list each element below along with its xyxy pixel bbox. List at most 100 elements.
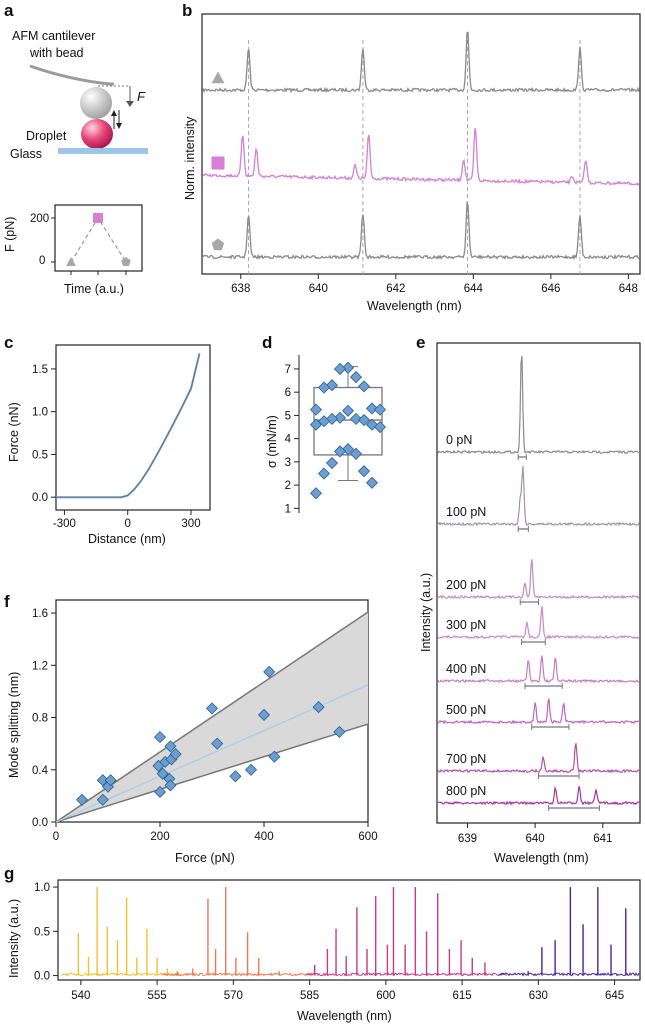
d-point-23 (317, 467, 331, 480)
d-point-22 (357, 465, 371, 478)
f-point-4 (104, 774, 117, 787)
panel-c-xlabel: Distance (nm) (88, 532, 166, 546)
f-point-17 (229, 770, 242, 783)
panel-b-label: b (182, 1, 192, 20)
f-xtick-label-1: 200 (150, 831, 169, 843)
f-band-lower-edge (55, 723, 369, 823)
panel-d-label: d (262, 333, 272, 352)
d-point-7 (309, 403, 323, 416)
force-symbol: F (137, 89, 146, 104)
panel-b-xlabel: Wavelength (nm) (367, 299, 462, 313)
panel-b-xticks: 638 640 642 644 646 648 (231, 274, 638, 295)
f-point-13 (164, 779, 177, 792)
e-series-3 (437, 606, 640, 640)
f-ytick-label-4: 1.6 (32, 608, 48, 620)
g-baseline-2 (304, 971, 508, 977)
inset-point-pentagon (121, 257, 131, 267)
g-xtick-label-4: 600 (376, 990, 395, 1002)
d-ytick-label-1: 2 (285, 480, 291, 492)
glass-slide (58, 148, 148, 154)
panel-c-ticks: -300 0 300 0.0 0.5 1.0 1.5 (32, 364, 201, 530)
e-series-label-4: 400 pN (446, 662, 486, 676)
d-point-4 (357, 380, 371, 393)
panel-f-ylabel: Mode splitting (nm) (7, 672, 21, 778)
d-point-17 (373, 420, 387, 434)
droplet-label: Droplet (26, 129, 67, 143)
panel-g-frame (57, 879, 641, 981)
panel-c-label: c (4, 333, 13, 352)
d-ytick-label-3: 4 (285, 434, 292, 446)
c-xtick-label-0: -300 (53, 518, 76, 530)
b-marker-pentagon (211, 238, 225, 251)
g-baseline-0 (60, 972, 183, 977)
inset-ytick-0: 0 (39, 255, 45, 267)
c-ytick-label-1: 0.5 (32, 449, 48, 461)
e-series-label-0: 0 pN (446, 433, 472, 447)
inset-ylabel: F (pN) (3, 217, 17, 252)
g-xtick-label-7: 645 (605, 990, 624, 1002)
cantilever-label-line1: AFM cantilever (12, 29, 95, 43)
e-series-4 (437, 655, 640, 684)
d-point-13 (357, 413, 371, 427)
panel-d-plot: 1 2 3 4 5 6 7 (285, 355, 387, 515)
inset-ytick-200: 200 (30, 213, 49, 225)
b-marker-square (211, 156, 225, 170)
panel-a-label: a (4, 1, 14, 20)
d-point-9 (341, 404, 355, 417)
f-point-20 (263, 665, 276, 678)
d-ytick-label-6: 7 (285, 364, 291, 376)
panel-f-label: f (4, 592, 10, 611)
f-ytick-label-2: 0.8 (32, 713, 48, 725)
panel-c-ylabel: Force (nN) (7, 402, 21, 462)
d-ytick-label-0: 1 (285, 503, 291, 515)
inset-point-square (93, 213, 103, 223)
c-ytick-label-3: 1.5 (32, 364, 48, 376)
d-point-10 (333, 411, 347, 424)
f-point-21 (268, 750, 281, 763)
g-baseline-1 (162, 971, 315, 977)
panel-g-ylabel: Intensity (a.u.) (7, 899, 21, 978)
f-point-5 (153, 731, 167, 744)
e-xtick-label-2: 641 (593, 833, 612, 845)
d-point-2 (349, 371, 363, 384)
inset-xlabel: Time (a.u.) (64, 282, 124, 296)
f-point-10 (164, 740, 177, 753)
g-xtick-label-0: 540 (71, 990, 90, 1002)
g-xtick-label-5: 615 (453, 990, 472, 1002)
d-point-8 (373, 403, 387, 416)
c-xtick-label-1: 0 (125, 518, 131, 530)
c-ytick-label-0: 0.0 (32, 492, 48, 504)
b-xtick-label-2: 642 (386, 283, 405, 295)
panel-g-ticks: 540 555 570 585 600 615 630 645 0.0 0.5 1.0 (34, 882, 624, 1002)
g-xtick-label-2: 570 (224, 990, 243, 1002)
c-force-curve-fit (56, 353, 200, 498)
g-baseline-3 (497, 972, 640, 977)
cantilever-beam (29, 64, 114, 86)
g-ytick-label-2: 1.0 (34, 882, 50, 894)
inset-point-triangle (66, 257, 76, 266)
f-point-8 (153, 785, 167, 799)
panel-g-plot (60, 887, 640, 977)
e-xtick-label-1: 640 (526, 833, 545, 845)
panel-f-plot (55, 611, 369, 823)
b-marker-triangle (211, 71, 225, 84)
inset-trajectory (70, 216, 127, 263)
e-series-label-2: 200 pN (446, 578, 486, 592)
glass-label: Glass (10, 147, 42, 161)
e-series-label-3: 300 pN (446, 618, 486, 632)
panel-d-ylabel: σ (mN/m) (265, 415, 279, 468)
d-point-21 (325, 456, 339, 470)
panel-a-inset (51, 213, 131, 275)
d-ytick-label-4: 5 (285, 410, 291, 422)
panel-e-plot: 0 pN 100 pN 200 pN 300 pN 400 pN 500 pN 700 pN… (437, 356, 640, 811)
d-point-25 (309, 487, 323, 500)
f-ytick-label-0: 0.0 (32, 817, 48, 829)
f-point-14 (169, 748, 182, 761)
b-series-triangle (202, 31, 640, 94)
panel-c-frame (55, 344, 211, 511)
b-xtick-label-3: 644 (464, 283, 484, 295)
droplet (81, 119, 113, 149)
f-xtick-label-2: 400 (254, 831, 273, 843)
c-ytick-label-2: 1.0 (32, 407, 48, 419)
panel-e-frame (436, 342, 641, 824)
